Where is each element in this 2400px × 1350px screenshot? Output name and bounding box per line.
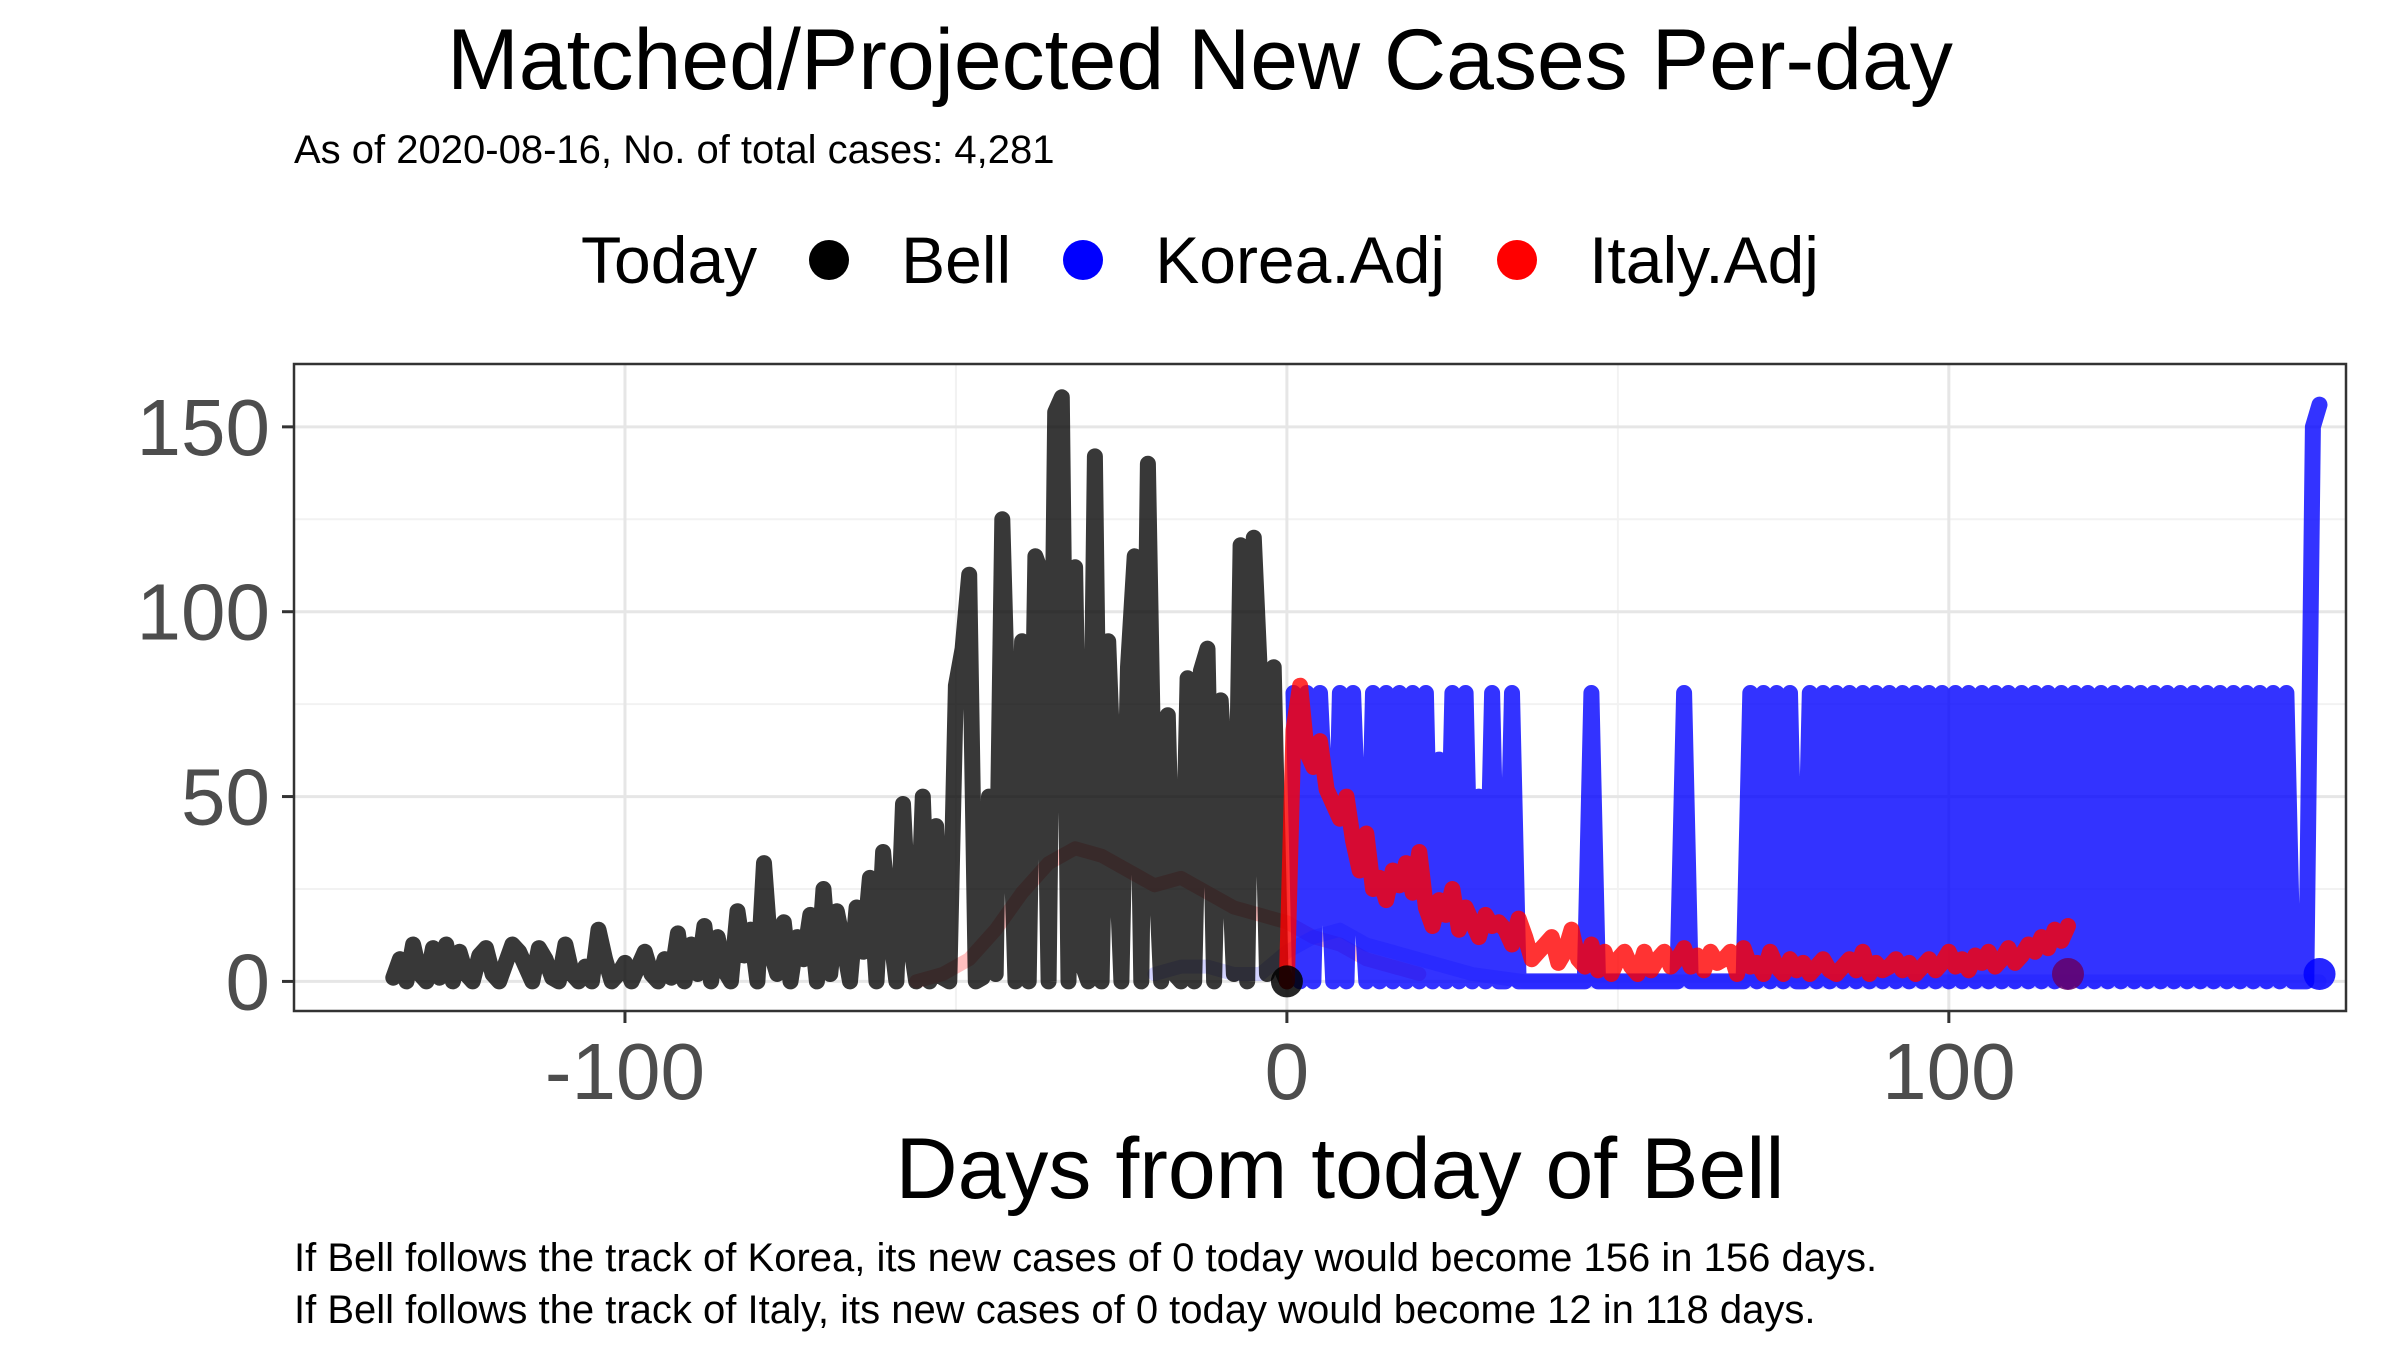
y-tick-label: 50	[181, 753, 270, 842]
x-tick-label: -100	[545, 1027, 705, 1116]
legend-label-bell: Bell	[901, 223, 1012, 297]
chart-title: Matched/Projected New Cases Per-day	[447, 12, 1953, 108]
caption-italy: If Bell follows the track of Italy, its …	[294, 1288, 1816, 1332]
series-line-bell	[385, 389, 1295, 990]
x-tick-label: 0	[1265, 1027, 1310, 1116]
legend: Today Bell Korea.Adj Italy.Adj	[0, 220, 2400, 300]
legend-dot-bell	[809, 240, 850, 280]
legend-dot-korea	[1063, 240, 1104, 280]
x-axis-title: Days from today of Bell	[895, 1121, 1784, 1217]
series-line-korea-adj	[1285, 396, 2328, 990]
legend-label-italy: Italy.Adj	[1589, 223, 1819, 297]
caption-korea: If Bell follows the track of Korea, its …	[294, 1236, 1878, 1280]
y-tick-label: 150	[137, 383, 270, 472]
today-marker-bell	[1270, 965, 1303, 998]
legend-item-korea: Korea.Adj	[1063, 222, 1445, 298]
y-tick-label: 100	[137, 568, 270, 657]
legend-dot-italy	[1497, 240, 1538, 280]
marker-layer	[1270, 958, 2336, 998]
legend-item-italy: Italy.Adj	[1497, 222, 1819, 298]
series-line-italy-adj	[1278, 677, 2076, 990]
legend-label-korea: Korea.Adj	[1155, 223, 1446, 297]
chart-subtitle: As of 2020-08-16, No. of total cases: 4,…	[294, 128, 1055, 172]
x-tick-label: 100	[1882, 1027, 2015, 1116]
series-layer	[385, 389, 2328, 990]
axis-layer: -100 0 100 0 50 100 150	[137, 383, 2016, 1116]
legend-item-bell: Bell	[809, 222, 1011, 298]
plot-panel-border	[292, 362, 2348, 1013]
today-marker-italy-adj	[2051, 958, 2084, 991]
today-marker-korea-adj	[2303, 958, 2336, 991]
legend-title: Today	[581, 223, 758, 297]
y-tick-label: 0	[226, 937, 271, 1026]
